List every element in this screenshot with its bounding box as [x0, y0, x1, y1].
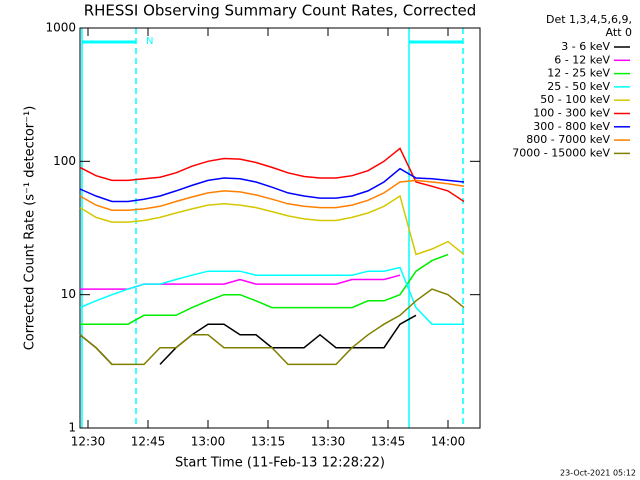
series-line: [79, 194, 465, 256]
series-line: [80, 253, 449, 325]
y-tick-label: 1000: [45, 21, 76, 35]
series-line: [79, 147, 465, 203]
legend-label: 7000 - 15000 keV: [512, 146, 610, 159]
legend-label: 25 - 50 keV: [547, 80, 610, 93]
x-axis-label: Start Time (11-Feb-13 12:28:22): [175, 456, 385, 471]
x-tick-label: 13:30: [311, 435, 346, 449]
x-tick-label: 14:00: [431, 435, 466, 449]
x-tick-label: 12:45: [131, 435, 166, 449]
legend-header: Att 0: [606, 26, 632, 39]
plot-frame: [79, 27, 481, 429]
legend-label: 6 - 12 keV: [554, 53, 610, 66]
y-axis-label: Corrected Count Rate (s⁻¹ detector⁻¹): [23, 106, 38, 351]
legend-label: 100 - 300 keV: [533, 107, 610, 120]
annotation: N: [146, 36, 153, 47]
legend-label: 50 - 100 keV: [540, 93, 610, 106]
chart-title: RHESSI Observing Summary Count Rates, Co…: [84, 2, 477, 20]
x-tick-label: 12:30: [71, 435, 106, 449]
y-tick-label: 100: [53, 154, 76, 168]
legend-header: Det 1,3,4,5,6,9,: [546, 13, 632, 26]
series-line: [79, 167, 465, 203]
footer: 23-Oct-2021 05:12: [560, 469, 636, 478]
x-tick-label: 13:15: [251, 435, 286, 449]
series-line: [79, 266, 464, 325]
legend-label: 3 - 6 keV: [561, 40, 610, 53]
attenuator-markers: [81, 28, 464, 428]
y-tick-label: 10: [61, 287, 76, 301]
legend-label: 12 - 25 keV: [547, 67, 610, 80]
legend-label: 300 - 800 keV: [533, 120, 610, 133]
x-tick-label: 13:45: [371, 435, 406, 449]
series-line: [79, 179, 465, 211]
series-line: [79, 288, 465, 366]
x-tick-label: 13:00: [191, 435, 226, 449]
legend-label: 800 - 7000 keV: [526, 133, 610, 146]
series-line: [80, 274, 401, 290]
y-tick-label: 1: [68, 421, 76, 435]
